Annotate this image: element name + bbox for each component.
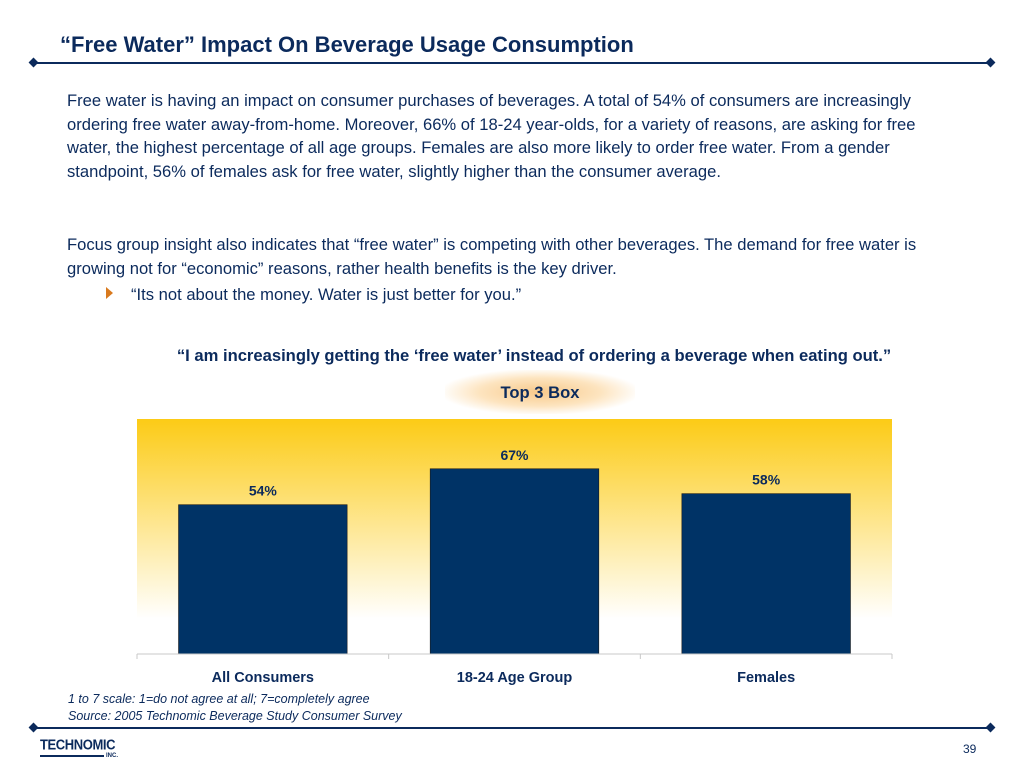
bullet-text: “Its not about the money. Water is just … [131, 285, 522, 304]
category-label: 18-24 Age Group [457, 670, 573, 686]
category-label: Females [737, 670, 795, 686]
intro-paragraph: Free water is having an impact on consum… [67, 91, 916, 181]
company-logo: TECHNOMIC INC. [40, 735, 120, 763]
source-note: Source: 2005 Technomic Beverage Study Co… [68, 709, 402, 723]
divider-diamond-right [985, 722, 996, 733]
scale-note: 1 to 7 scale: 1=do not agree at all; 7=c… [68, 692, 370, 706]
bullet-item: “Its not about the money. Water is just … [106, 285, 521, 305]
data-label: 58% [752, 472, 781, 488]
data-label: 54% [249, 483, 278, 499]
chart-question: “I am increasingly getting the ‘free wat… [176, 346, 892, 365]
logo-suffix: INC. [106, 753, 118, 759]
bar-chart: 54% 67% 58% All Consumers 18-24 Age Group Fe… [136, 419, 893, 686]
category-label: All Consumers [212, 670, 314, 686]
bar-18-24-age-group [429, 468, 600, 655]
bottom-divider [28, 722, 996, 733]
focus-group-paragraph: Focus group insight also indicates that … [67, 235, 917, 278]
top-3-box-badge: Top 3 Box [445, 370, 635, 414]
data-label: 67% [500, 447, 529, 463]
bar-females [681, 493, 851, 655]
divider-diamond-left [28, 722, 39, 733]
page-title: “Free Water” Impact On Beverage Usage Co… [60, 32, 634, 57]
top-divider [28, 57, 996, 68]
logo-underline [40, 755, 104, 757]
bullet-arrow-icon [106, 287, 113, 299]
logo-wordmark: TECHNOMIC [40, 735, 116, 754]
bar-all-consumers [178, 504, 348, 655]
page-number: 39 [963, 742, 977, 756]
